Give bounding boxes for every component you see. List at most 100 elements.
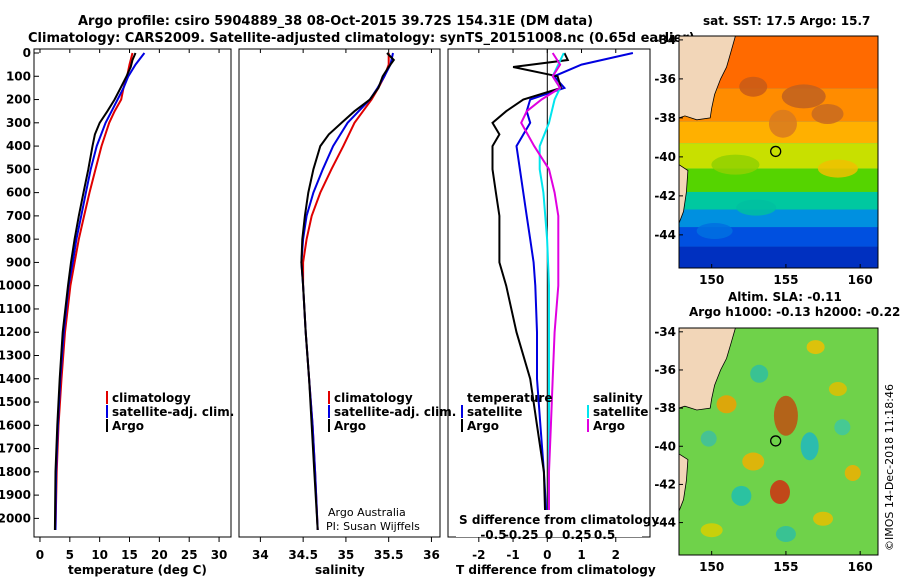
depth-tick-label: 500 <box>6 162 31 176</box>
title-line-2: Climatology: CARS2009. Satellite-adjuste… <box>28 31 695 46</box>
temperature-xlabel: temperature (deg C) <box>68 563 207 577</box>
sla-map-frame <box>678 327 879 556</box>
x-tick-label: 35 <box>338 548 355 562</box>
map-x-tick-label: 155 <box>773 273 798 287</box>
depth-tick-label: 1000 <box>0 279 31 293</box>
x-tick-label: 5 <box>66 548 74 562</box>
temperature-panel <box>33 48 232 538</box>
depth-tick-label: 0 <box>23 46 31 60</box>
x-tick-label: 0 <box>543 548 551 562</box>
map-y-tick-label: -42 <box>654 189 676 203</box>
depth-tick-label: 1300 <box>0 349 31 363</box>
x-tick-label: 36 <box>423 548 440 562</box>
depth-tick-label: 600 <box>6 186 31 200</box>
legend-satellite-adj: satellite-adj. clim. <box>112 405 234 419</box>
land-tasmania <box>679 453 689 512</box>
depth-tick-label: 1700 <box>0 442 31 456</box>
difference-xlabel: T difference from climatology <box>456 563 656 577</box>
depth-tick-label: 100 <box>6 69 31 83</box>
legend-temperature-title: temperature <box>467 391 552 405</box>
map-y-tick-label: -36 <box>654 72 676 86</box>
legend-t-argo: Argo <box>467 419 499 433</box>
temperature-legend: climatology satellite-adj. clim. Argo <box>106 391 234 433</box>
series-temperature-satellite <box>515 52 634 531</box>
float-position-marker <box>770 435 782 447</box>
map-y-tick-label: -44 <box>654 516 676 530</box>
sla-anomaly <box>844 464 861 481</box>
s-difference-label: S difference from climatology <box>459 513 659 527</box>
sla-anomaly <box>731 485 752 506</box>
x-tick-label: 2 <box>612 548 620 562</box>
legend-s-satellite: satellite <box>593 405 648 419</box>
map-y-tick-label: -44 <box>654 228 676 242</box>
difference-x-axis: -2 -1 0 1 2 <box>472 49 620 562</box>
sst-eddy <box>811 103 844 124</box>
difference-lines <box>491 49 634 537</box>
legend-salinity-title: salinity <box>593 391 643 405</box>
pi-credit: PI: Susan Wijffels <box>326 520 420 533</box>
salinity-legend: climatology satellite-adj. clim. Argo <box>328 391 456 433</box>
depth-tick-label: 2000 <box>0 511 31 525</box>
depth-tick-label: 1500 <box>0 395 31 409</box>
imos-credit: ©IMOS 14-Dec-2018 11:18:46 <box>883 384 896 551</box>
sla-anomaly <box>769 480 790 505</box>
depth-tick-label: 1600 <box>0 418 31 432</box>
float-position-marker <box>770 145 782 158</box>
map-y-tick-label: -34 <box>654 33 676 47</box>
sst-map-frame <box>678 35 879 269</box>
depth-tick-label: 1200 <box>0 325 31 339</box>
depth-tick-label: 900 <box>6 255 31 269</box>
legend-climatology: climatology <box>334 391 413 405</box>
sst-band <box>679 209 878 228</box>
sla-anomaly <box>813 511 834 526</box>
sla-anomaly <box>742 452 765 471</box>
legend-satellite-adj: satellite-adj. clim. <box>334 405 456 419</box>
map-y-tick-label: -34 <box>654 325 676 339</box>
s-tick-label: -0.25 <box>504 528 539 542</box>
legend-argo: Argo <box>112 419 144 433</box>
x-tick-label: 34 <box>252 548 269 562</box>
map-x-tick-label: 160 <box>848 273 873 287</box>
land-tasmania <box>679 164 689 224</box>
series-satellite-adj-clim- <box>300 52 394 531</box>
land <box>679 36 736 121</box>
series-salinity-argo <box>520 52 562 530</box>
x-tick-label: -2 <box>472 548 485 562</box>
x-tick-label: 1 <box>577 548 585 562</box>
x-tick-label: 10 <box>91 548 108 562</box>
salinity-xlabel: salinity <box>315 563 365 577</box>
sst-eddy <box>711 154 760 175</box>
map-y-tick-label: -42 <box>654 477 676 491</box>
sst-band <box>679 246 878 268</box>
depth-tick-label: 1400 <box>0 372 31 386</box>
sla-anomaly <box>773 395 798 436</box>
sst-eddy <box>781 84 826 109</box>
sla-anomaly <box>800 432 819 461</box>
sst-eddy <box>739 76 768 97</box>
salinity-lines <box>300 52 396 531</box>
map-y-tick-label: -38 <box>654 111 676 125</box>
legend-climatology: climatology <box>112 391 191 405</box>
depth-tick-label: 400 <box>6 139 31 153</box>
series-argo <box>53 52 137 531</box>
sla-map <box>679 328 878 555</box>
sst-eddy <box>696 222 733 239</box>
sst-eddy <box>736 199 777 216</box>
legend-s-argo: Argo <box>593 419 625 433</box>
temperature-x-axis: 0 5 10 15 20 25 30 <box>36 49 228 562</box>
sst-map <box>679 36 878 268</box>
sla-anomaly <box>806 340 825 355</box>
x-tick-label: -1 <box>506 548 519 562</box>
x-tick-label: 30 <box>211 548 228 562</box>
legend-t-satellite: satellite <box>467 405 522 419</box>
depth-tick-label: 1100 <box>0 302 31 316</box>
series-temperature-argo <box>491 52 570 531</box>
map-y-tick-label: -38 <box>654 401 676 415</box>
sst-band <box>679 191 878 210</box>
depth-tick-label: 800 <box>6 232 31 246</box>
s-tick-label: 0.25 <box>562 528 592 542</box>
map-x-tick-label: 150 <box>699 273 724 287</box>
sla-anomaly <box>775 526 796 543</box>
depth-tick-label: 300 <box>6 116 31 130</box>
